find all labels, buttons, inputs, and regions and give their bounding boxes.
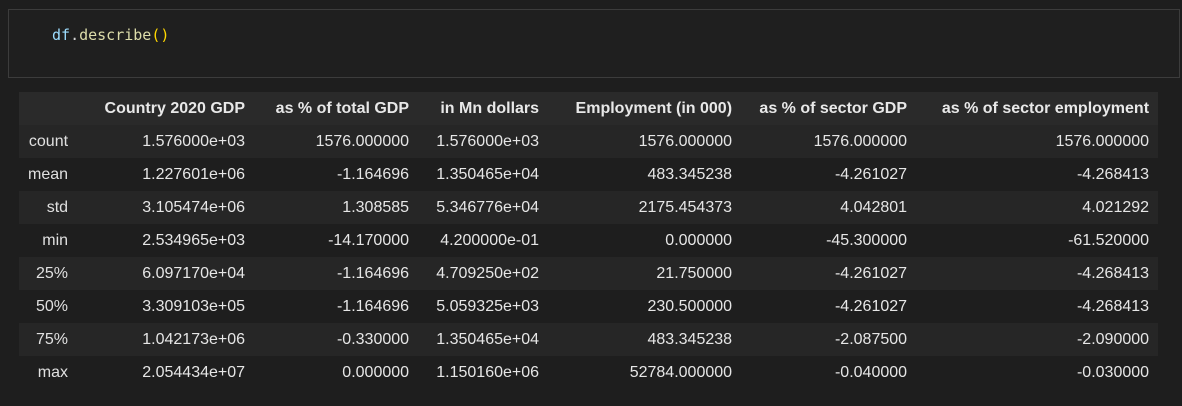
table-cell: 3.105474e+06 [142, 198, 246, 216]
code-method: describe [79, 26, 152, 44]
table-cell: -0.040000 [834, 363, 908, 381]
table-header-row: Country 2020 GDP as % of total GDP in Mn… [19, 92, 1159, 125]
table-cell: 1.350465e+04 [436, 165, 540, 183]
table-cell: 483.345238 [647, 330, 733, 348]
column-header: as % of sector GDP [741, 92, 917, 125]
table-cell: -2.087500 [834, 330, 908, 348]
column-header: Employment (in 000) [548, 92, 742, 125]
row-index: mean [28, 165, 69, 183]
table-cell: 0.000000 [342, 363, 410, 381]
table-cell: 1.576000e+03 [436, 132, 540, 150]
row-index: 50% [36, 297, 69, 315]
table-cell: 1.350465e+04 [436, 330, 540, 348]
code-object: df [52, 26, 71, 44]
table-cell: -1.164696 [336, 264, 410, 282]
table-cell: 21.750000 [656, 264, 733, 282]
table-cell: 1.042173e+06 [142, 330, 246, 348]
table-cell: 0.000000 [665, 231, 733, 249]
column-header: Country 2020 GDP [77, 92, 255, 125]
table-cell: -4.268413 [1076, 264, 1150, 282]
table-cell: -2.090000 [1076, 330, 1150, 348]
table-cell: 4.200000e-01 [440, 231, 540, 249]
row-index: std [46, 198, 69, 216]
table-cell: 1.150160e+06 [436, 363, 540, 381]
table-cell: -4.261027 [834, 165, 908, 183]
table-cell: 1576.000000 [813, 132, 908, 150]
table-cell: -4.268413 [1076, 297, 1150, 315]
table-cell: 230.500000 [647, 297, 733, 315]
table-row: count 1.576000e+03 1576.000000 1.576000e… [19, 125, 1159, 158]
code-editor[interactable]: df.describe() [52, 26, 169, 44]
table-row: 50% 3.309103e+05 -1.164696 5.059325e+03 … [19, 290, 1159, 323]
table-cell: -14.170000 [328, 231, 410, 249]
table-cell: -4.268413 [1076, 165, 1150, 183]
column-header: in Mn dollars [418, 92, 549, 125]
row-index: min [42, 231, 69, 249]
table-cell: -45.300000 [826, 231, 908, 249]
table-cell: 483.345238 [647, 165, 733, 183]
describe-output-table: Country 2020 GDP as % of total GDP in Mn… [19, 92, 1159, 389]
table-cell: 2.054434e+07 [142, 363, 246, 381]
table-cell: -4.261027 [834, 297, 908, 315]
code-cell-input[interactable]: df.describe() [8, 9, 1180, 78]
table-cell: 5.346776e+04 [436, 198, 540, 216]
row-index: 75% [36, 330, 69, 348]
table-row: 25% 6.097170e+04 -1.164696 4.709250e+02 … [19, 257, 1159, 290]
table-cell: -0.030000 [1076, 363, 1150, 381]
table-cell: 1576.000000 [315, 132, 410, 150]
table-row: mean 1.227601e+06 -1.164696 1.350465e+04… [19, 158, 1159, 191]
table-cell: 2.534965e+03 [142, 231, 246, 249]
table-cell: 4.042801 [840, 198, 908, 216]
row-index: count [28, 132, 69, 150]
table-cell: 3.309103e+05 [142, 297, 246, 315]
column-header: as % of sector employment [916, 92, 1159, 125]
table-cell: 1.227601e+06 [142, 165, 246, 183]
column-header: as % of total GDP [254, 92, 419, 125]
row-index: max [37, 363, 69, 381]
table-cell: -1.164696 [336, 297, 410, 315]
table-row: std 3.105474e+06 1.308585 5.346776e+04 2… [19, 191, 1159, 224]
column-header [19, 92, 78, 125]
table-cell: -61.520000 [1068, 231, 1150, 249]
code-parens: () [151, 26, 170, 44]
table-cell: -4.261027 [834, 264, 908, 282]
table-row: min 2.534965e+03 -14.170000 4.200000e-01… [19, 224, 1159, 257]
table-cell: 4.709250e+02 [436, 264, 540, 282]
code-dot: . [70, 26, 80, 44]
table-cell: 5.059325e+03 [436, 297, 540, 315]
table-cell: 2175.454373 [638, 198, 733, 216]
table-cell: 1576.000000 [638, 132, 733, 150]
table-cell: -1.164696 [336, 165, 410, 183]
table-row: 75% 1.042173e+06 -0.330000 1.350465e+04 … [19, 323, 1159, 356]
table-row: max 2.054434e+07 0.000000 1.150160e+06 5… [19, 356, 1159, 389]
row-index: 25% [36, 264, 69, 282]
table-cell: 6.097170e+04 [142, 264, 246, 282]
table-cell: 52784.000000 [629, 363, 733, 381]
table-cell: 1576.000000 [1055, 132, 1150, 150]
table-cell: -0.330000 [336, 330, 410, 348]
table-cell: 1.308585 [342, 198, 410, 216]
table-cell: 1.576000e+03 [142, 132, 246, 150]
table-cell: 4.021292 [1082, 198, 1150, 216]
